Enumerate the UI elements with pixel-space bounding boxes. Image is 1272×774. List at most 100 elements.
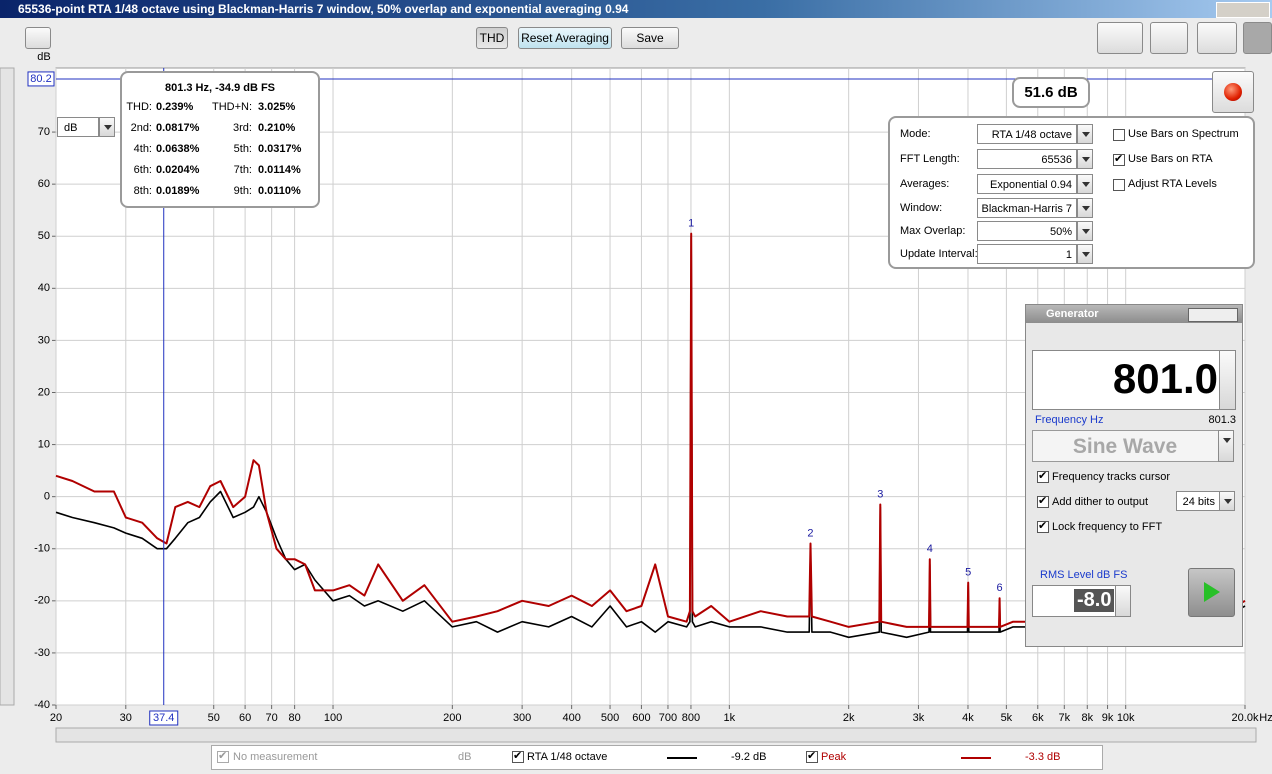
thd-value: 0.0638% [156,143,200,155]
play-button[interactable] [1188,568,1235,617]
x-tick-label: 30 [120,712,132,724]
setting-label: Averages: [900,178,950,190]
settings-panel: Mode: RTA 1/48 octave FFT Length: 65536 Aver… [888,116,1255,269]
generator-checkbox[interactable] [1037,469,1049,483]
x-tick-label: 300 [513,712,531,724]
save-button[interactable]: Save [621,27,679,49]
y-tick-label: -20 [34,595,50,607]
setting-arrow[interactable] [1077,198,1093,218]
setting-arrow[interactable] [1077,124,1093,144]
option-checkbox[interactable] [1113,179,1125,191]
thd-label: THD+N: [211,101,252,113]
level-label: RMS Level dB FS [1040,569,1128,581]
thd-value: 0.0189% [156,185,200,197]
setting-arrow[interactable] [1077,149,1093,169]
bits-dropdown[interactable]: 24 bits [1176,491,1220,511]
legend-bar: No measurement dB RTA 1/48 octave -9.2 dB… [211,745,1103,770]
setting-label: Update Interval: [900,248,978,260]
y-tick-label: 70 [38,126,50,138]
thd-label: THD: [126,101,152,113]
frequency-spinner[interactable] [1219,350,1236,410]
thd-label: 3rd: [233,122,252,134]
settings-button[interactable] [1243,22,1272,54]
vertical-scrollbar[interactable] [0,67,15,706]
thd-value: 0.210% [258,122,296,134]
thd-button[interactable]: THD [476,27,508,49]
x-tick-label: 200 [443,712,461,724]
fit-button[interactable] [1197,22,1237,54]
horizontal-scrollbar[interactable] [55,727,1257,743]
columns-button[interactable] [1150,22,1188,54]
thd-value: 0.0114% [258,164,301,176]
generator-title: Generator [1046,308,1099,320]
layout-button[interactable] [1097,22,1143,54]
generator-option: Add dither to output [1052,496,1149,508]
legend-checkbox[interactable] [512,749,524,763]
window-title: 65536-point RTA 1/48 octave using Blackm… [18,2,629,16]
thd-label: 4th: [133,143,152,155]
setting-label: Max Overlap: [900,225,966,237]
legend-name: RTA 1/48 octave [527,751,608,763]
setting-value[interactable]: 1 [977,244,1077,264]
option-checkbox[interactable] [1113,129,1125,141]
thd-value: 0.0817% [156,122,200,134]
harmonic-label: 1 [688,218,694,230]
setting-value[interactable]: RTA 1/48 octave [977,124,1077,144]
level-spinner[interactable] [1115,585,1131,617]
record-button[interactable] [1212,71,1254,113]
y-tick-label: 20 [38,386,50,398]
y-tick-label: -40 [34,699,50,711]
x-tick-label: 500 [601,712,619,724]
frequency-box[interactable] [1032,350,1220,410]
generator-option: Lock frequency to FFT [1052,521,1163,533]
cursor-y-label: 80.2 [30,73,51,85]
x-tick-label: 5k [1001,712,1013,724]
x-tick-label: 20 [50,712,62,724]
legend-swatch [961,757,991,759]
camera-button[interactable] [25,27,51,49]
setting-value[interactable]: Exponential 0.94 [977,174,1077,194]
setting-value[interactable]: Blackman-Harris 7 [977,198,1077,218]
harmonic-label: 3 [877,488,883,500]
unit-dropdown-arrow[interactable] [99,117,115,137]
setting-label: Window: [900,202,943,214]
window-controls[interactable] [1216,2,1270,18]
x-tick-label: 3k [913,712,925,724]
x-tick-label: 6k [1032,712,1044,724]
legend-checkbox[interactable] [806,749,818,763]
legend-readout: -3.3 dB [1025,751,1061,763]
setting-arrow[interactable] [1077,221,1093,241]
level-value: -8.0 [1074,589,1115,612]
thd-label: 8th: [133,185,152,197]
legend-checkbox[interactable] [217,749,229,763]
setting-value[interactable]: 50% [977,221,1077,241]
generator-checkbox[interactable] [1037,494,1049,508]
signal-dropdown-arrow[interactable] [1218,430,1234,462]
option-checkbox[interactable] [1113,152,1125,166]
generator-window-controls[interactable] [1188,308,1238,322]
x-tick-label: 10k [1117,712,1135,724]
x-tick-label: 8k [1081,712,1093,724]
setting-arrow[interactable] [1077,244,1093,264]
x-tick-label: 400 [562,712,580,724]
level-readout-text: 51.6 dB [1024,84,1078,101]
reset-averaging-button[interactable]: Reset Averaging [518,27,612,49]
x-tick-label: 800 [682,712,700,724]
setting-value[interactable]: 65536 [977,149,1077,169]
frequency-label: Frequency Hz [1035,414,1104,426]
thd-value: 0.0204% [156,164,200,176]
thd-value: 0.0110% [258,185,301,197]
harmonic-label: 6 [997,582,1003,594]
cursor-x-box [149,710,179,726]
thd-label: 7th: [233,164,252,176]
cursor-frequency: 801.3 [1208,414,1236,426]
generator-checkbox[interactable] [1037,519,1049,533]
x-tick-label: 1k [724,712,736,724]
thd-title: 801.3 Hz, -34.9 dB FS [164,82,276,94]
bits-dropdown-arrow[interactable] [1219,491,1235,511]
cursor-y-box [27,71,55,87]
unit-dropdown[interactable]: dB [57,117,99,137]
cursor-x-label: 37.4 [153,712,174,724]
thd-label: 5th: [233,143,252,155]
setting-arrow[interactable] [1077,174,1093,194]
